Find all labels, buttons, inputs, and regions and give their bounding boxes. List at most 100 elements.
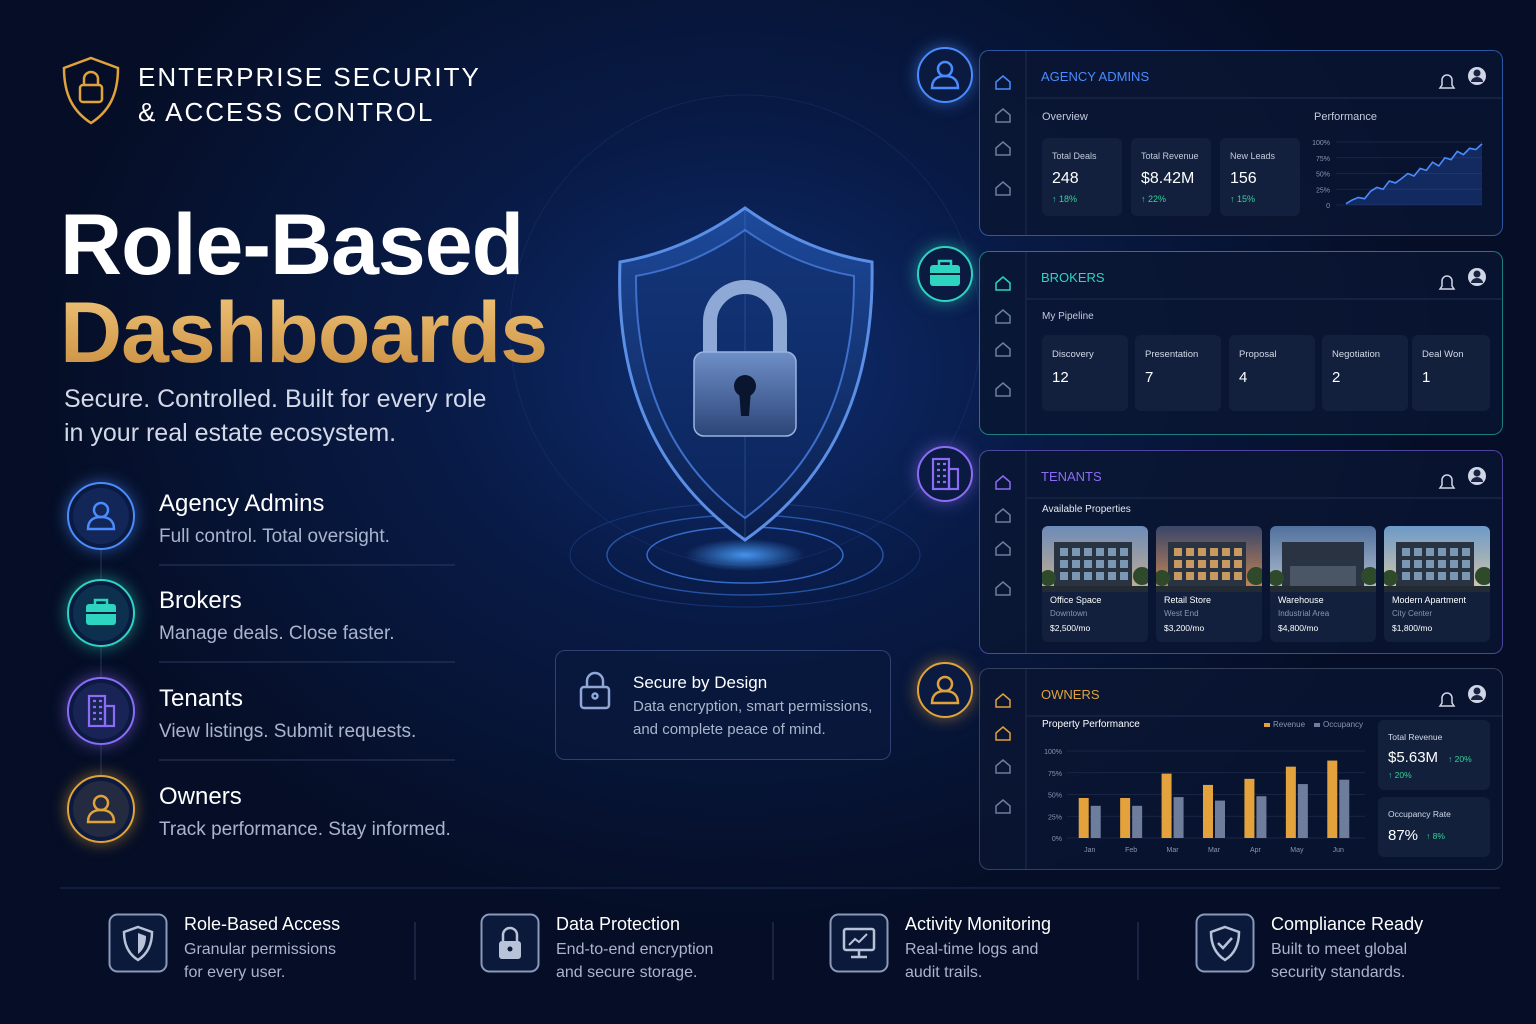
stage-card: Presentation 7: [1135, 335, 1221, 411]
panel-role-icon: [917, 246, 973, 302]
feature-title: Activity Monitoring: [905, 914, 1052, 934]
property-name: Modern Apartment: [1392, 595, 1467, 605]
bar: [1132, 805, 1143, 838]
feature-text: Built to meet global: [1271, 941, 1408, 958]
panel-title: OWNERS: [1041, 687, 1100, 702]
role-separators: [159, 564, 455, 761]
panel-title: AGENCY ADMINS: [1041, 69, 1150, 84]
section-label: My Pipeline: [1042, 311, 1094, 322]
legend-label: Revenue: [1273, 720, 1306, 729]
legend-swatch: [1264, 723, 1270, 727]
property-card: Modern Apartment City Center $1,800/mo: [1384, 526, 1490, 642]
property-image: [1042, 526, 1148, 592]
property-card: Office Space Downtown $2,500/mo: [1042, 526, 1148, 642]
feature-separators: [414, 922, 1139, 980]
x-tick-label: Apr: [1250, 847, 1262, 854]
feature-text: security standards.: [1271, 964, 1406, 981]
hero-subtitle: in your real estate ecosystem.: [64, 419, 397, 447]
hero-subtitle: Secure. Controlled. Built for every role: [64, 385, 487, 413]
bar: [1327, 760, 1338, 838]
header-line: & ACCESS CONTROL: [138, 97, 435, 127]
stat-change: ↑ 22%: [1141, 194, 1167, 204]
property-image: [1270, 526, 1376, 592]
role-name: Tenants: [159, 685, 244, 712]
y-tick-label: 25%: [1048, 814, 1062, 821]
section-label: Overview: [1042, 111, 1088, 123]
panel-role-icon: [917, 47, 973, 103]
y-tick-label: 75%: [1048, 771, 1062, 778]
property-price: $2,500/mo: [1050, 623, 1091, 633]
stage-count: 2: [1332, 369, 1341, 386]
dashboard-panel: AGENCY ADMINS Overview Total Deals 248 ↑ 18%…: [979, 50, 1503, 236]
hero-title: Dashboards: [60, 285, 548, 381]
hero-title: Role-Based: [60, 197, 524, 293]
performance-bar-chart: 100% 75% 50% 25% 0% Jan Feb Mar Mar Apr May Jun: [1044, 749, 1365, 854]
bar: [1285, 766, 1296, 838]
panel-role-icon: [917, 662, 973, 718]
legend-label: Occupancy: [1323, 720, 1364, 729]
bar: [1339, 779, 1350, 838]
role-name: Brokers: [159, 587, 242, 614]
chart-title: Performance: [1314, 111, 1377, 123]
bar: [1256, 796, 1267, 838]
stat-value: 248: [1052, 170, 1079, 187]
stat-label: New Leads: [1230, 151, 1276, 161]
y-tick-label: 0: [1326, 203, 1330, 210]
role-desc: View listings. Submit requests.: [159, 721, 417, 742]
panel-frame: [995, 669, 1502, 869]
property-card: Retail Store West End $3,200/mo: [1156, 526, 1262, 642]
secure-text: Data encryption, smart permissions,: [633, 698, 873, 715]
property-image: [1156, 526, 1262, 592]
feature-title: Role-Based Access: [184, 914, 341, 934]
logo: [62, 56, 120, 125]
stage-count: 12: [1052, 369, 1069, 386]
feature-icon: [1195, 913, 1255, 973]
stage-name: Deal Won: [1422, 349, 1464, 360]
stage-card: Negotiation 2: [1322, 335, 1408, 411]
header-title: ENTERPRISE SECURITY & ACCESS CONTROL: [138, 60, 481, 130]
property-price: $3,200/mo: [1164, 623, 1205, 633]
stat-card: New Leads 156 ↑ 15%: [1220, 138, 1300, 216]
bar: [1161, 773, 1172, 838]
feature-text: End-to-end encryption: [556, 941, 714, 958]
panel-title: TENANTS: [1041, 469, 1102, 484]
feature-title: Compliance Ready: [1271, 914, 1424, 934]
stage-count: 7: [1145, 369, 1154, 386]
property-location: Industrial Area: [1278, 609, 1330, 618]
stage-count: 1: [1422, 369, 1431, 386]
stat-label: Occupancy Rate: [1388, 809, 1451, 819]
dashboard-panel: OWNERS Property Performance Revenue Occupan…: [979, 668, 1503, 870]
chart-title: Property Performance: [1042, 719, 1140, 730]
lock-icon: [579, 671, 611, 710]
x-tick-label: Feb: [1125, 847, 1137, 854]
y-tick-label: 75%: [1316, 156, 1330, 163]
property-location: West End: [1164, 609, 1199, 618]
dashboard-panel: BROKERS My Pipeline Discovery 12 Presentatio…: [979, 251, 1503, 435]
bar: [1173, 797, 1184, 838]
stage-card: Proposal 4: [1229, 335, 1315, 411]
role-desc: Full control. Total oversight.: [159, 526, 390, 547]
property-name: Office Space: [1050, 595, 1102, 605]
shield-illustration: [569, 206, 921, 608]
role-name: Owners: [159, 783, 242, 810]
stat-label: Total Deals: [1052, 151, 1097, 161]
secure-text: and complete peace of mind.: [633, 721, 826, 738]
feature-text: Granular permissions: [184, 941, 337, 958]
property-card: Warehouse Industrial Area $4,800/mo: [1270, 526, 1376, 642]
stat-label: Total Revenue: [1141, 151, 1199, 161]
property-location: City Center: [1392, 609, 1433, 618]
stage-name: Discovery: [1052, 349, 1094, 360]
feature-icon: [829, 913, 889, 973]
stat-change: ↑ 20%: [1448, 754, 1472, 764]
dashboard-panel: TENANTS Available Properties Office Space D…: [979, 450, 1503, 654]
stage-count: 4: [1239, 369, 1248, 386]
stat-label: Total Revenue: [1388, 732, 1443, 742]
bar: [1297, 784, 1308, 838]
header-line: ENTERPRISE SECURITY: [138, 62, 481, 92]
section-label: Available Properties: [1042, 504, 1131, 515]
role-icon: [67, 482, 135, 550]
panel-frame: [995, 51, 1502, 235]
role-icon: [67, 775, 135, 843]
feature-title: Data Protection: [556, 914, 681, 934]
